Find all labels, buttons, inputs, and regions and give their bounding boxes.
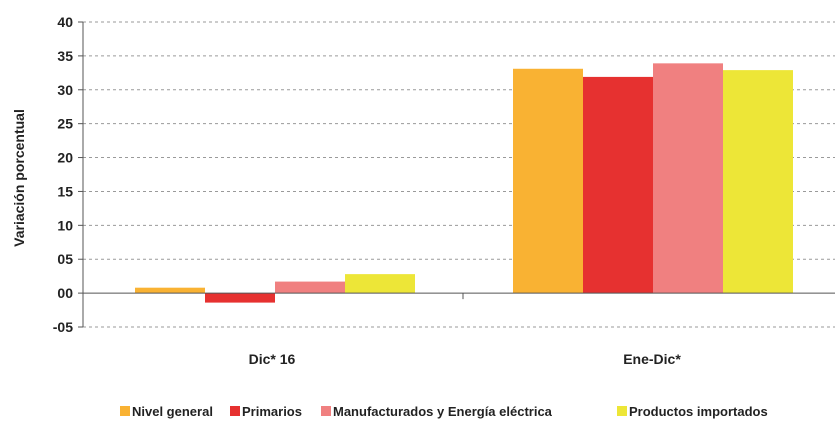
y-tick-label: 30	[57, 82, 73, 98]
legend-swatch	[120, 406, 130, 416]
axes	[78, 21, 835, 328]
y-tick-label: 35	[57, 48, 73, 64]
bar-primarios-2	[583, 76, 653, 294]
legend: Nivel general Primarios Manufacturados y E…	[120, 404, 768, 419]
legend-item: Manufacturados y Energía eléctrica	[321, 404, 553, 419]
y-tick-label: 15	[57, 183, 73, 199]
legend-item: Primarios	[230, 404, 302, 419]
legend-label: Primarios	[242, 404, 302, 419]
y-tick-label: 10	[57, 217, 73, 233]
bar-nivel-general-2	[513, 68, 583, 294]
y-tick-label: 00	[57, 285, 73, 301]
y-tick-label: 40	[57, 14, 73, 30]
legend-label: Productos importados	[629, 404, 768, 419]
legend-swatch	[230, 406, 240, 416]
y-tick-label: 25	[57, 116, 73, 132]
y-axis-label: Variación porcentual	[11, 109, 27, 247]
bar-productos-importados-1	[345, 274, 415, 294]
bars	[135, 63, 793, 303]
legend-item: Nivel general	[120, 404, 213, 419]
legend-item: Productos importados	[617, 404, 768, 419]
category-label: Ene-Dic*	[623, 351, 681, 367]
bar-manufacturados-y-energ-a-el-ctrica-2	[653, 63, 723, 294]
legend-label: Manufacturados y Energía eléctrica	[333, 404, 553, 419]
bar-nivel-general-1	[135, 287, 205, 294]
bar-primarios-1	[205, 293, 275, 303]
category-label: Dic* 16	[249, 351, 296, 367]
category-labels: Dic* 16 Ene-Dic*	[249, 351, 682, 367]
legend-swatch	[321, 406, 331, 416]
bar-productos-importados-2	[723, 70, 793, 294]
y-tick-labels: -05 00 05 10 15 20 25 30 35 40	[53, 14, 73, 335]
y-tick-label: 05	[57, 251, 73, 267]
bar-manufacturados-y-energ-a-el-ctrica-1	[275, 281, 345, 294]
y-tick-label: -05	[53, 319, 73, 335]
legend-label: Nivel general	[132, 404, 213, 419]
legend-swatch	[617, 406, 627, 416]
y-tick-label: 20	[57, 150, 73, 166]
